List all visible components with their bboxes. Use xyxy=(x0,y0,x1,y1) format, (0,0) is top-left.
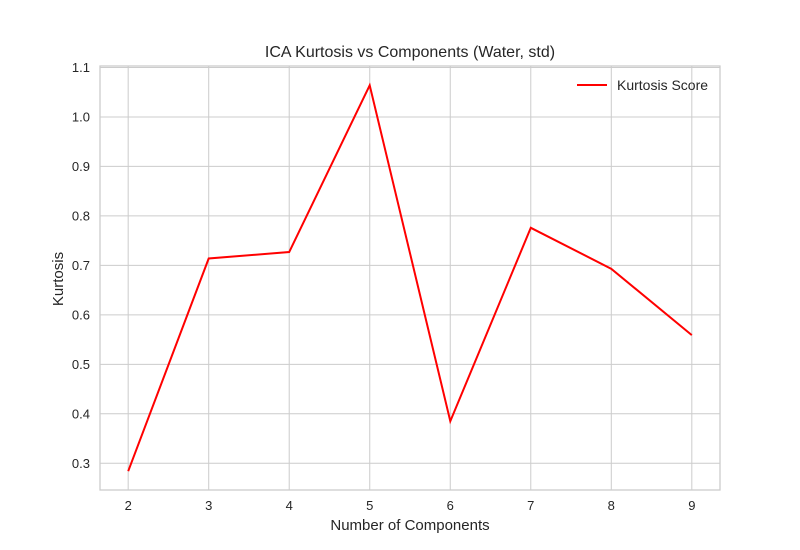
chart-title: ICA Kurtosis vs Components (Water, std) xyxy=(265,44,555,61)
x-tick-label: 4 xyxy=(286,498,293,513)
y-tick-label: 0.3 xyxy=(72,456,90,471)
x-tick-label: 2 xyxy=(125,498,132,513)
plot-frame xyxy=(99,65,721,491)
y-tick-label: 0.9 xyxy=(72,159,90,174)
series-layer xyxy=(127,82,693,472)
y-tick-label: 1.0 xyxy=(72,109,90,124)
y-tick-label: 0.7 xyxy=(72,258,90,273)
x-tick-label: 9 xyxy=(688,498,695,513)
x-tick-label: 6 xyxy=(447,498,454,513)
y-tick-label: 1.1 xyxy=(72,60,90,75)
x-tick-label: 3 xyxy=(205,498,212,513)
series-line-kurtosis-score xyxy=(127,82,693,472)
x-tick-labels: 2 3 4 5 6 7 8 9 xyxy=(125,498,696,513)
y-tick-labels: 0.3 0.4 0.5 0.6 0.7 0.8 0.9 1.0 1.1 xyxy=(72,60,90,471)
grid-lines xyxy=(100,66,720,490)
plot-area xyxy=(99,65,721,491)
y-tick-label: 0.8 xyxy=(72,208,90,223)
y-tick-label: 0.6 xyxy=(72,307,90,322)
y-tick-label: 0.5 xyxy=(72,357,90,372)
x-axis-label: Number of Components xyxy=(330,517,489,534)
y-axis-label: Kurtosis xyxy=(50,252,67,306)
x-tick-label: 8 xyxy=(608,498,615,513)
legend-label: Kurtosis Score xyxy=(617,77,708,93)
legend: Kurtosis Score xyxy=(577,77,708,93)
x-tick-label: 7 xyxy=(527,498,534,513)
y-tick-label: 0.4 xyxy=(72,406,90,421)
x-tick-label: 5 xyxy=(366,498,373,513)
